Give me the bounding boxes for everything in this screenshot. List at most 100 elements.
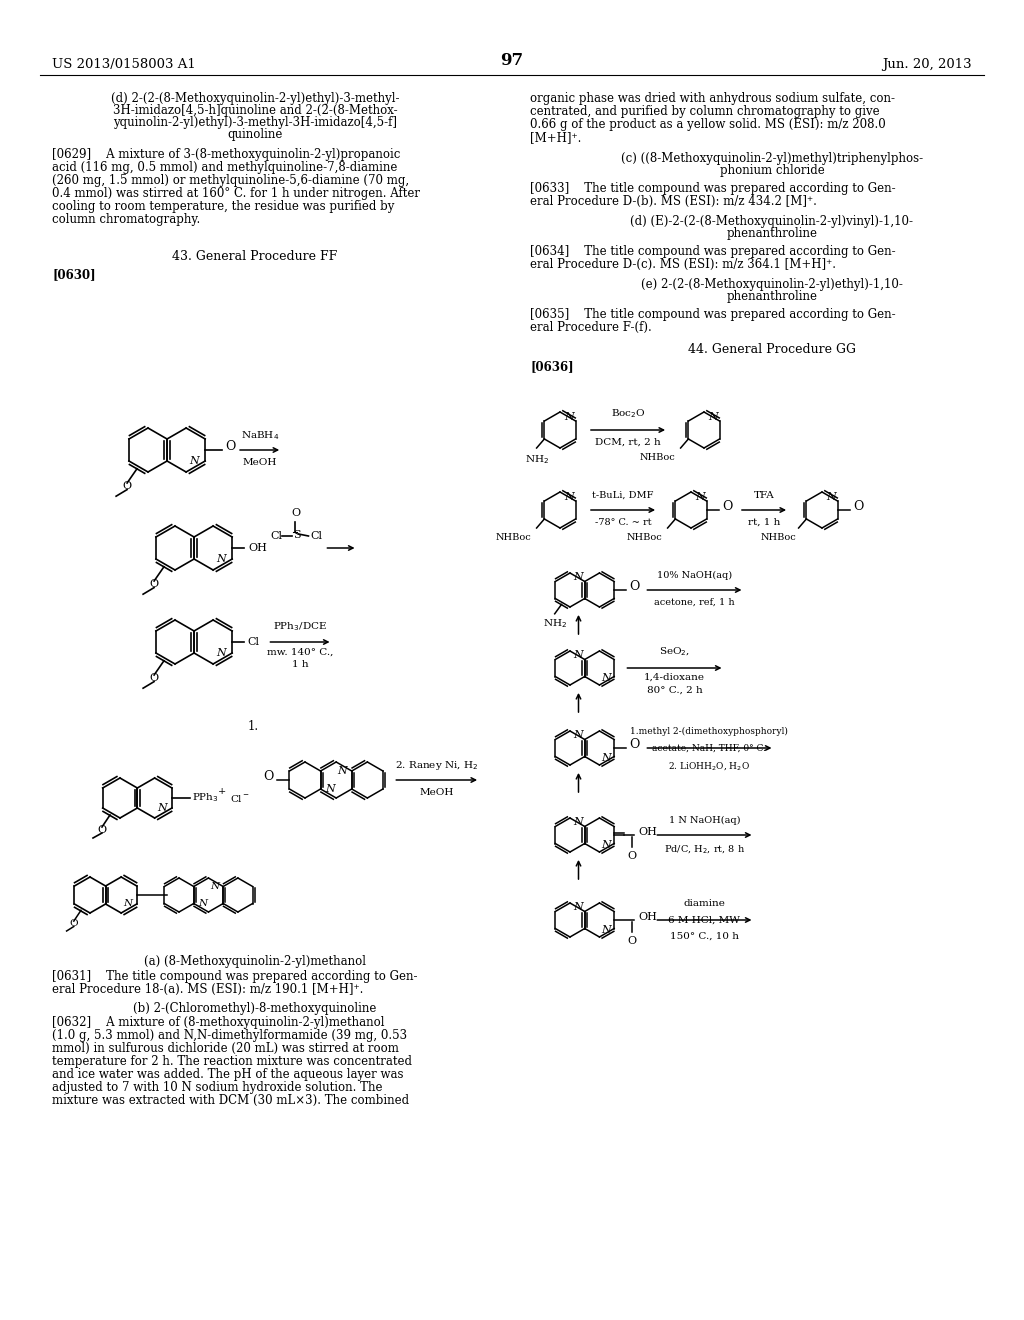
- Text: 1.: 1.: [248, 719, 259, 733]
- Text: PPh$_3$/DCE: PPh$_3$/DCE: [273, 620, 328, 634]
- Text: O: O: [291, 508, 300, 517]
- Text: N: N: [709, 412, 718, 421]
- Text: 6 M HCl, MW: 6 M HCl, MW: [669, 916, 740, 924]
- Text: (c) ((8-Methoxyquinolin-2-yl)methyl)triphenylphos-: (c) ((8-Methoxyquinolin-2-yl)methyl)trip…: [621, 152, 923, 165]
- Text: 3H-imidazo[4,5-h]quinoline and 2-(2-(8-Methox-: 3H-imidazo[4,5-h]quinoline and 2-(2-(8-M…: [113, 104, 397, 117]
- Text: organic phase was dried with anhydrous sodium sulfate, con-: organic phase was dried with anhydrous s…: [530, 92, 895, 106]
- Text: (1.0 g, 5.3 mmol) and N,N-dimethylformamide (39 mg, 0.53: (1.0 g, 5.3 mmol) and N,N-dimethylformam…: [52, 1030, 408, 1041]
- Text: t-BuLi, DMF: t-BuLi, DMF: [592, 491, 653, 500]
- Text: column chromatography.: column chromatography.: [52, 213, 201, 226]
- Text: N: N: [601, 841, 611, 850]
- Text: O: O: [97, 825, 106, 836]
- Text: N: N: [564, 412, 573, 421]
- Text: O: O: [263, 770, 273, 783]
- Text: 80° C., 2 h: 80° C., 2 h: [646, 686, 702, 696]
- Text: NHBoc: NHBoc: [761, 533, 797, 543]
- Text: 44. General Procedure GG: 44. General Procedure GG: [688, 343, 856, 356]
- Text: N: N: [573, 903, 584, 912]
- Text: +: +: [218, 788, 226, 796]
- Text: acetone, ref, 1 h: acetone, ref, 1 h: [654, 598, 734, 607]
- Text: OH: OH: [249, 543, 267, 553]
- Text: NaBH$_4$: NaBH$_4$: [241, 429, 280, 442]
- Text: 150° C., 10 h: 150° C., 10 h: [670, 932, 739, 941]
- Text: [0633]    The title compound was prepared according to Gen-: [0633] The title compound was prepared a…: [530, 182, 896, 195]
- Text: O: O: [628, 936, 637, 946]
- Text: Cl: Cl: [248, 638, 259, 647]
- Text: DCM, rt, 2 h: DCM, rt, 2 h: [595, 438, 660, 447]
- Text: [0636]: [0636]: [530, 360, 573, 374]
- Text: [0634]    The title compound was prepared according to Gen-: [0634] The title compound was prepared a…: [530, 246, 896, 257]
- Text: N: N: [695, 491, 705, 502]
- Text: yquinolin-2-yl)ethyl)-3-methyl-3H-imidazo[4,5-f]: yquinolin-2-yl)ethyl)-3-methyl-3H-imidaz…: [113, 116, 397, 129]
- Text: SeO$_2$,: SeO$_2$,: [658, 645, 690, 657]
- Text: eral Procedure F-(f).: eral Procedure F-(f).: [530, 321, 651, 334]
- Text: N: N: [157, 803, 167, 813]
- Text: O: O: [225, 440, 236, 453]
- Text: O: O: [630, 581, 640, 594]
- Text: phenanthroline: phenanthroline: [726, 290, 817, 304]
- Text: centrated, and purified by column chromatography to give: centrated, and purified by column chroma…: [530, 106, 880, 117]
- Text: Jun. 20, 2013: Jun. 20, 2013: [883, 58, 972, 71]
- Text: phonium chloride: phonium chloride: [720, 164, 824, 177]
- Text: OH: OH: [638, 912, 657, 921]
- Text: N: N: [210, 882, 219, 891]
- Text: [0631]    The title compound was prepared according to Gen-: [0631] The title compound was prepared a…: [52, 970, 418, 983]
- Text: Cl$^-$: Cl$^-$: [230, 792, 250, 804]
- Text: eral Procedure D-(b). MS (ESI): m/z 434.2 [M]⁺.: eral Procedure D-(b). MS (ESI): m/z 434.…: [530, 195, 817, 209]
- Text: TFA: TFA: [754, 491, 774, 500]
- Text: eral Procedure D-(c). MS (ESI): m/z 364.1 [M+H]⁺.: eral Procedure D-(c). MS (ESI): m/z 364.…: [530, 257, 836, 271]
- Text: 1 h: 1 h: [292, 660, 309, 669]
- Text: mixture was extracted with DCM (30 mL×3). The combined: mixture was extracted with DCM (30 mL×3)…: [52, 1094, 410, 1107]
- Text: (d) (E)-2-(2-(8-Methoxyquinolin-2-yl)vinyl)-1,10-: (d) (E)-2-(2-(8-Methoxyquinolin-2-yl)vin…: [631, 215, 913, 228]
- Text: NH$_2$: NH$_2$: [524, 453, 549, 466]
- Text: (b) 2-(Chloromethyl)-8-methoxyquinoline: (b) 2-(Chloromethyl)-8-methoxyquinoline: [133, 1002, 377, 1015]
- Text: PPh$_3$: PPh$_3$: [193, 792, 219, 804]
- Text: N: N: [216, 554, 225, 564]
- Text: O: O: [70, 919, 78, 928]
- Text: N: N: [564, 491, 573, 502]
- Text: quinoline: quinoline: [227, 128, 283, 141]
- Text: N: N: [826, 491, 836, 502]
- Text: mw. 140° C.,: mw. 140° C.,: [267, 648, 334, 657]
- Text: NHBoc: NHBoc: [496, 533, 531, 543]
- Text: 43. General Procedure FF: 43. General Procedure FF: [172, 249, 338, 263]
- Text: adjusted to 7 with 10 N sodium hydroxide solution. The: adjusted to 7 with 10 N sodium hydroxide…: [52, 1081, 383, 1094]
- Text: S: S: [294, 531, 301, 540]
- Text: Cl: Cl: [310, 531, 323, 541]
- Text: O: O: [628, 851, 637, 861]
- Text: O: O: [722, 500, 732, 513]
- Text: US 2013/0158003 A1: US 2013/0158003 A1: [52, 58, 196, 71]
- Text: 0.66 g of the product as a yellow solid. MS (ESI): m/z 208.0: 0.66 g of the product as a yellow solid.…: [530, 117, 886, 131]
- Text: rt, 1 h: rt, 1 h: [748, 517, 780, 527]
- Text: and ice water was added. The pH of the aqueous layer was: and ice water was added. The pH of the a…: [52, 1068, 403, 1081]
- Text: N: N: [123, 899, 132, 908]
- Text: N: N: [601, 754, 611, 763]
- Text: N: N: [189, 455, 199, 466]
- Text: O: O: [150, 673, 159, 684]
- Text: N: N: [601, 925, 611, 935]
- Text: O: O: [123, 482, 132, 491]
- Text: O: O: [853, 500, 863, 513]
- Text: NHBoc: NHBoc: [627, 533, 663, 543]
- Text: 1.methyl 2-(dimethoxyphosphoryl): 1.methyl 2-(dimethoxyphosphoryl): [631, 727, 788, 737]
- Text: N: N: [325, 784, 335, 795]
- Text: N: N: [198, 899, 207, 908]
- Text: N: N: [573, 651, 584, 660]
- Text: 1 N NaOH(aq): 1 N NaOH(aq): [669, 816, 740, 825]
- Text: 1,4-dioxane: 1,4-dioxane: [644, 673, 705, 682]
- Text: [M+H]⁺.: [M+H]⁺.: [530, 131, 582, 144]
- Text: (e) 2-(2-(8-Methoxyquinolin-2-yl)ethyl)-1,10-: (e) 2-(2-(8-Methoxyquinolin-2-yl)ethyl)-…: [641, 279, 903, 290]
- Text: O: O: [150, 579, 159, 589]
- Text: N: N: [601, 673, 611, 684]
- Text: cooling to room temperature, the residue was purified by: cooling to room temperature, the residue…: [52, 201, 394, 213]
- Text: phenanthroline: phenanthroline: [726, 227, 817, 240]
- Text: N: N: [573, 817, 584, 828]
- Text: MeOH: MeOH: [243, 458, 278, 467]
- Text: Cl: Cl: [270, 531, 283, 541]
- Text: 97: 97: [501, 51, 523, 69]
- Text: (d) 2-(2-(8-Methoxyquinolin-2-yl)ethyl)-3-methyl-: (d) 2-(2-(8-Methoxyquinolin-2-yl)ethyl)-…: [111, 92, 399, 106]
- Text: Boc$_2$O: Boc$_2$O: [610, 407, 645, 420]
- Text: acid (116 mg, 0.5 mmol) and methylquinoline-7,8-diamine: acid (116 mg, 0.5 mmol) and methylquinol…: [52, 161, 397, 174]
- Text: OH: OH: [638, 828, 657, 837]
- Text: N: N: [338, 766, 347, 776]
